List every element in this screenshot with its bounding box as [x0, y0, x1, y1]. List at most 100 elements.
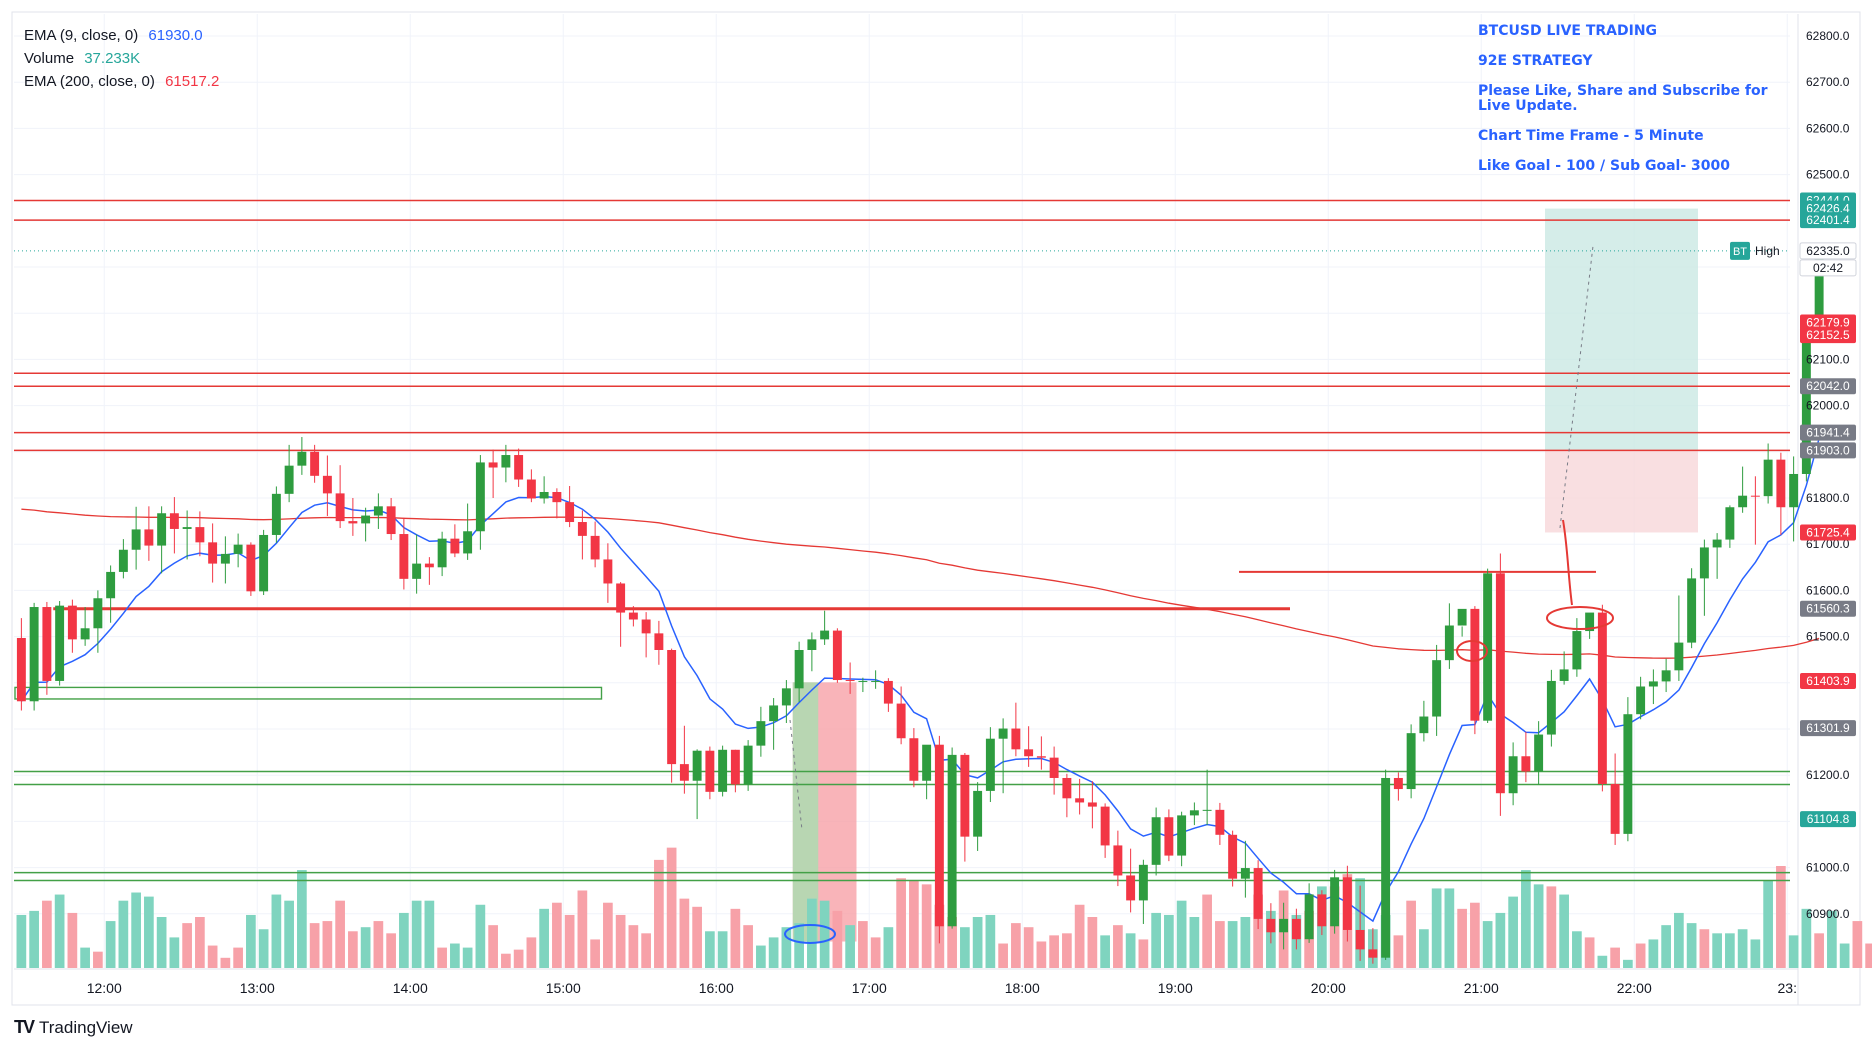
volume-bar [552, 902, 562, 968]
candle-body [463, 531, 473, 554]
volume-bar [462, 947, 473, 968]
candle [794, 641, 804, 703]
candle [1419, 700, 1429, 742]
candle [654, 620, 664, 665]
candle-body [1495, 573, 1505, 794]
candle [322, 455, 332, 517]
candle [501, 444, 511, 483]
candle [1342, 865, 1352, 942]
y-tick-label: 62500.0 [1806, 168, 1850, 182]
volume-bar [1827, 910, 1837, 968]
candle-body [1368, 949, 1378, 958]
legend-ema200[interactable]: EMA (200, close, 0) 61517.2 [24, 70, 219, 93]
x-tick-label: 23: [1778, 980, 1797, 996]
volume-bar [526, 937, 537, 968]
volume-bar [1100, 935, 1110, 968]
y-tick-label: 61600.0 [1806, 583, 1850, 597]
volume-bar [16, 914, 27, 968]
volume-bar [195, 917, 205, 968]
candle [106, 565, 116, 623]
volume-bar [322, 921, 333, 968]
volume-bar [1521, 870, 1531, 968]
candle [424, 557, 434, 585]
volume-bar [1648, 939, 1659, 968]
volume-bar [960, 927, 970, 968]
candle-body [667, 649, 677, 765]
candle [616, 582, 626, 647]
candle [1177, 811, 1187, 867]
candle [220, 536, 230, 584]
tradingview-brand[interactable]: TV TradingView [14, 1017, 133, 1038]
y-tick-label: 62700.0 [1806, 75, 1850, 89]
volume-bar [156, 917, 167, 968]
price-label-bg [1800, 314, 1856, 331]
candle-body [1215, 809, 1225, 835]
candle [1189, 802, 1199, 826]
candle [1024, 726, 1034, 767]
candle-body [1151, 817, 1161, 865]
candle-body [271, 493, 281, 535]
candle [118, 539, 128, 579]
candle [1151, 807, 1161, 876]
countdown-label-bg [1799, 259, 1857, 277]
candle-body [883, 680, 893, 704]
volume-bar [182, 923, 192, 968]
candle-body [1725, 507, 1735, 540]
legend-volume[interactable]: Volume 37.233K [24, 47, 219, 70]
price-label-bg [1800, 212, 1856, 229]
candle-body [220, 553, 230, 564]
candle [514, 448, 524, 487]
candle [858, 677, 868, 693]
candle [157, 506, 167, 574]
candle-body [412, 563, 422, 579]
candle [195, 511, 205, 557]
candle [1202, 769, 1212, 826]
price-label-text: 61301.9 [1806, 721, 1850, 735]
price-label: 61560.3 [1800, 600, 1856, 617]
volume-bar [909, 880, 919, 968]
candle-body [1687, 578, 1697, 643]
volume-bar [1508, 896, 1518, 968]
candle-body [641, 619, 651, 634]
candle-body [1126, 875, 1136, 901]
candle-body [1049, 757, 1059, 778]
candle-body [1240, 868, 1250, 879]
candle-body [1738, 495, 1748, 508]
candle-body [1253, 868, 1263, 919]
candle-body [1087, 802, 1097, 807]
candle-body [361, 515, 371, 524]
price-label: 62335.0 [1799, 242, 1857, 260]
candle-body [526, 479, 536, 499]
price-label-text: 61941.4 [1806, 426, 1850, 440]
candle [641, 612, 651, 658]
candle [1636, 676, 1646, 720]
volume-bar [501, 953, 511, 968]
volume-bar [1164, 914, 1174, 968]
candle-body [348, 521, 358, 524]
volume-bar [590, 939, 600, 968]
volume-bar [1113, 925, 1123, 968]
volume-bar [1419, 929, 1429, 968]
price-label-text: 62152.5 [1806, 328, 1850, 342]
ema9-line [20, 438, 1820, 923]
candle-body [922, 744, 932, 781]
candle-body [1024, 749, 1034, 757]
candle [1521, 731, 1531, 783]
candle-body [1546, 680, 1556, 735]
candle-body [858, 680, 868, 682]
volume-bar [577, 890, 588, 968]
candle-body [960, 754, 970, 837]
candle [80, 607, 90, 646]
candle [310, 444, 320, 483]
candle-body [1610, 783, 1620, 834]
legend-volume-value: 37.233K [84, 50, 141, 67]
x-tick-label: 17:00 [852, 980, 887, 996]
note-timeframe: Chart Time Frame - 5 Minute [1478, 128, 1704, 144]
legend-ema9[interactable]: EMA (9, close, 0) 61930.0 [24, 24, 219, 47]
volume-bar [1763, 880, 1773, 968]
candle [947, 747, 957, 929]
volume-bar [1635, 943, 1646, 968]
candle-body [756, 721, 766, 746]
